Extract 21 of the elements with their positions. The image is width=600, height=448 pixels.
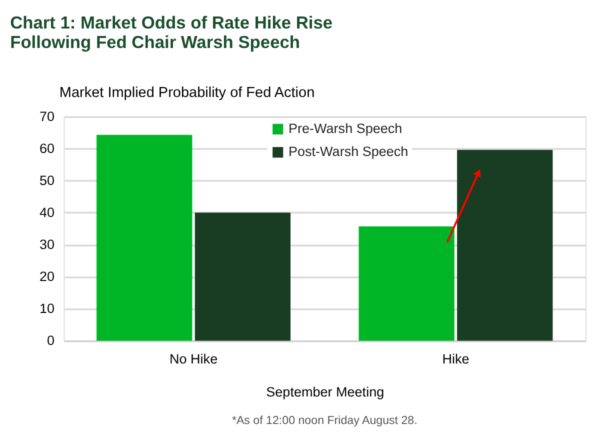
y-tick-label: 70 [40, 108, 55, 124]
text: *As of 12:00 noon Friday August 28. [232, 414, 418, 427]
y-tick-label: 20 [40, 269, 55, 284]
bar [194, 212, 291, 341]
bar [358, 226, 454, 341]
x-tick-label: Hike [442, 351, 470, 366]
y-tick-label: 10 [40, 301, 55, 316]
y-tick-label: 30 [40, 237, 55, 252]
x-axis-title: September Meeting [266, 384, 384, 400]
legend-label: Pre-Warsh Speech [288, 121, 402, 136]
x-tick-label: No Hike [170, 351, 218, 366]
bar [96, 134, 192, 341]
legend-label: Post-Warsh Speech [288, 144, 408, 160]
y-tick-label: 40 [40, 205, 55, 220]
y-tick-label: 0 [47, 333, 55, 348]
text: Following Fed Chair Warsh Speech [10, 32, 300, 52]
y-tick-label: 60 [40, 140, 55, 156]
bar [457, 150, 553, 341]
y-axis-title: Market Implied Probability of Fed Action [59, 84, 315, 101]
text: Chart 1: Market Odds of Rate Hike Rise [10, 12, 333, 33]
y-tick-label: 50 [40, 172, 55, 188]
